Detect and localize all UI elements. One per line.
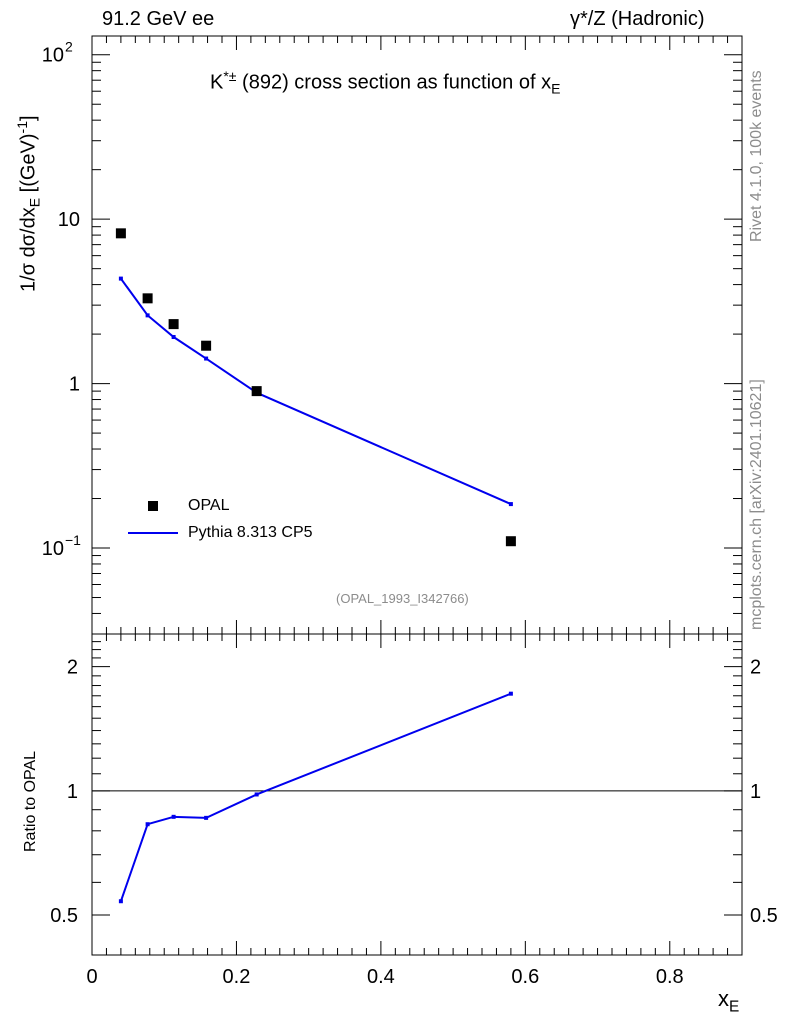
pythia-point xyxy=(171,335,176,340)
legend-label-pythia: Pythia 8.313 CP5 xyxy=(188,524,313,541)
ratio-point xyxy=(118,899,123,904)
ratio-point xyxy=(204,815,209,820)
pythia-point xyxy=(145,313,150,318)
legend-label-opal: OPAL xyxy=(188,497,230,514)
opal-data-point xyxy=(168,319,179,330)
ratio-plot-frame xyxy=(91,633,743,956)
opal-data-point xyxy=(505,536,516,547)
process-label: γ*/Z (Hadronic) xyxy=(570,8,705,30)
x-tick-label: 0.6 xyxy=(511,966,539,988)
x-tick-label: 0.2 xyxy=(223,966,251,988)
ratio-y-tick-label-right: 0.5 xyxy=(750,905,778,927)
y-tick-label: 1 xyxy=(69,374,80,396)
x-axis-label: xE xyxy=(718,986,740,1016)
pythia-line xyxy=(120,278,512,506)
y-tick-exponent: −1 xyxy=(65,532,81,548)
y-tick-exponent: 2 xyxy=(65,39,73,55)
y-tick-label: 10 xyxy=(42,538,64,560)
opal-data-point xyxy=(201,340,212,351)
ratio-point xyxy=(254,792,259,797)
x-tick-label: 0.8 xyxy=(656,966,684,988)
ratio-y-tick-label-right: 2 xyxy=(750,657,761,679)
x-tick-label: 0 xyxy=(86,966,97,988)
pythia-point xyxy=(508,502,513,507)
energy-label: 91.2 GeV ee xyxy=(102,8,215,30)
plot-title: K*± (892) cross section as function of x… xyxy=(210,68,561,97)
analysis-reference: (OPAL_1993_I342766) xyxy=(336,591,469,606)
ratio-point xyxy=(145,822,150,827)
pythia-point xyxy=(204,356,209,361)
y-tick-label: 10 xyxy=(58,209,80,231)
ratio-y-tick-label-left: 2 xyxy=(67,657,78,679)
legend-marker-opal xyxy=(148,501,158,511)
ratio-y-tick-label-left: 1 xyxy=(67,781,78,803)
ratio-point xyxy=(508,691,513,696)
opal-data-point xyxy=(115,228,126,239)
ratio-line xyxy=(119,692,512,902)
opal-data-point xyxy=(251,386,262,397)
pythia-point xyxy=(118,276,123,281)
main-plot-frame xyxy=(91,35,743,635)
y-tick-label: 10 xyxy=(42,45,64,67)
x-tick-label: 0.4 xyxy=(367,966,395,988)
ratio-y-tick-label-left: 0.5 xyxy=(50,905,78,927)
opal-data-point xyxy=(142,293,153,304)
ratio-point xyxy=(171,814,176,819)
ratio-y-tick-label-right: 1 xyxy=(750,781,761,803)
